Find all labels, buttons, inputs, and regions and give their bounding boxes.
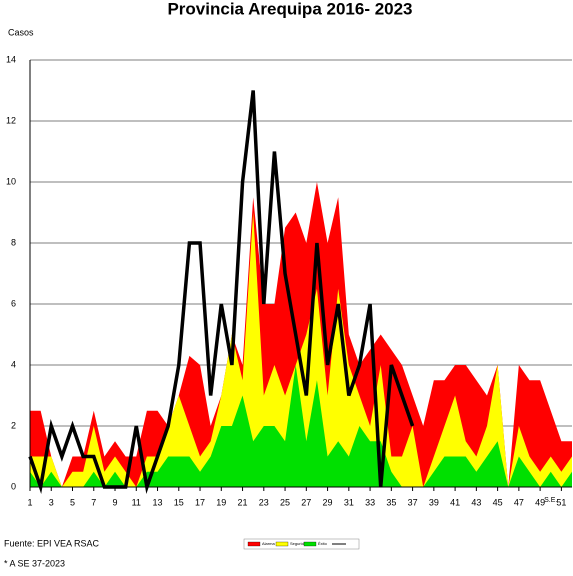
y-tick-label: 0: [11, 481, 16, 491]
x-tick-label: 5: [70, 497, 75, 507]
x-tick-label: 23: [259, 497, 269, 507]
x-tick-label: 11: [132, 497, 141, 507]
legend-label: Éxito: [318, 541, 328, 546]
plot-area: [28, 59, 572, 494]
x-tick-label: 27: [301, 497, 311, 507]
legend-label: Alarma: [262, 541, 275, 546]
x-tick-label: 25: [280, 497, 290, 507]
x-tick-label: 15: [174, 497, 184, 507]
x-tick-label: 37: [408, 497, 418, 507]
x-tick-label: 33: [365, 497, 375, 507]
x-tick-label: 7: [91, 497, 96, 507]
x-tick-label: 9: [113, 497, 118, 507]
legend-swatch: [247, 541, 261, 547]
legend-label: Seguridad: [290, 541, 308, 546]
y-tick-label: 8: [11, 237, 16, 247]
footnote: * A SE 37-2023: [4, 558, 65, 568]
x-tick-label: 49: [535, 497, 545, 507]
legend-box: [243, 538, 360, 550]
area: [30, 182, 572, 487]
x-tick-label: 45: [493, 497, 503, 507]
y-axis-label: Casos: [8, 27, 34, 37]
x-tick-label: 51: [556, 497, 566, 507]
area: [30, 365, 572, 487]
y-tick-label: 12: [6, 115, 16, 125]
area: [30, 212, 572, 487]
x-tick-label: 41: [450, 497, 460, 507]
x-tick-label: 3: [49, 497, 54, 507]
x-axis-label: S.E.: [544, 497, 557, 504]
x-tick-label: 29: [323, 497, 333, 507]
x-tick-label: 21: [238, 497, 248, 507]
y-tick-label: 14: [6, 54, 16, 64]
x-tick-label: 43: [471, 497, 481, 507]
x-tick-label: 17: [195, 497, 205, 507]
legend-swatch: [303, 541, 317, 547]
x-tick-label: 1: [27, 497, 32, 507]
x-tick-label: 31: [344, 497, 354, 507]
line: [28, 90, 415, 494]
legend-swatch: [275, 541, 289, 547]
x-tick-label: 19: [216, 497, 226, 507]
footnote: Fuente: EPI VEA RSAC: [4, 538, 100, 548]
chart-title: Provincia Arequipa 2016- 2023: [167, 0, 412, 18]
legend: Alarma Seguridad Éxito: [247, 541, 346, 547]
x-tick-label: 39: [429, 497, 439, 507]
x-tick-label: 13: [153, 497, 163, 507]
x-tick-label: 47: [514, 497, 524, 507]
y-tick-label: 4: [11, 359, 16, 369]
y-tick-label: 6: [11, 298, 16, 308]
y-tick-label: 2: [11, 420, 16, 430]
y-tick-label: 10: [6, 176, 16, 186]
x-tick-label: 35: [386, 497, 396, 507]
